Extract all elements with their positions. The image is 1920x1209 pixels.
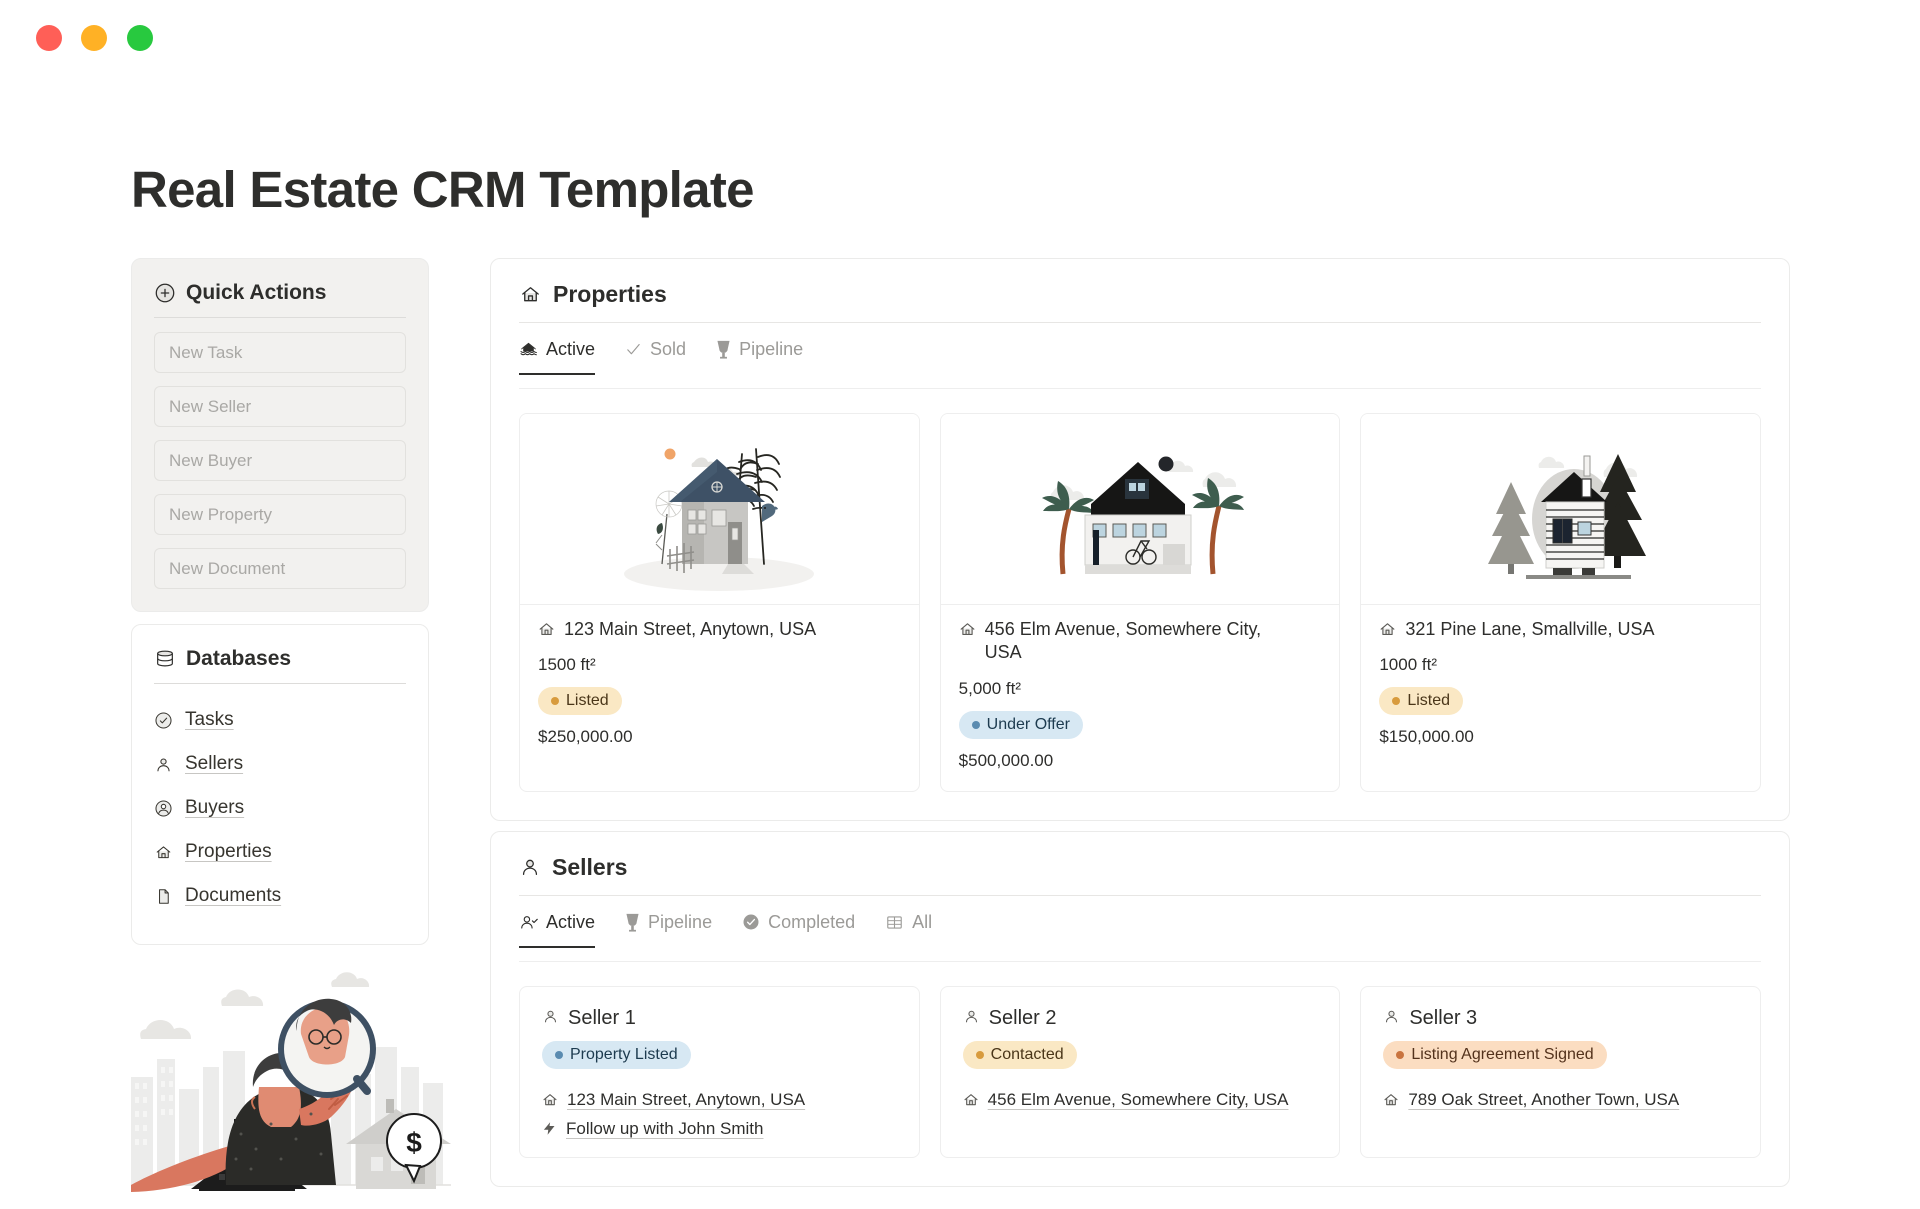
svg-text:$: $: [406, 1127, 422, 1158]
